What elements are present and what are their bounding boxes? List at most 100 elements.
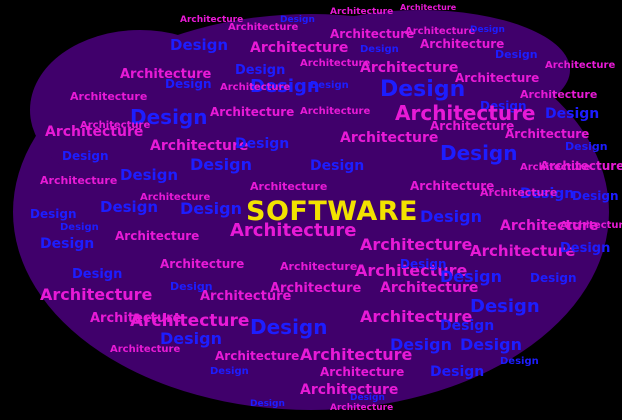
word-architecture: Architecture (395, 101, 536, 125)
word-design: Design (350, 393, 385, 403)
word-architecture: Architecture (545, 60, 615, 71)
word-architecture: Architecture (200, 289, 292, 304)
word-architecture: Architecture (300, 382, 398, 398)
word-design: Design (250, 76, 320, 97)
word-architecture: Architecture (455, 71, 539, 85)
word-architecture: Architecture (540, 159, 622, 173)
word-design: Design (545, 106, 599, 122)
word-architecture: Architecture (330, 7, 393, 17)
word-design: Design (470, 296, 540, 317)
word-architecture: Architecture (330, 27, 414, 41)
word-design: Design (470, 25, 505, 35)
cloud-shape-bump-top (270, 10, 570, 130)
word-design: Design (210, 366, 249, 377)
word-design: Design (165, 77, 212, 91)
word-design: Design (250, 315, 327, 339)
word-design: Design (495, 48, 538, 61)
word-architecture: Architecture (470, 242, 575, 260)
word-design: Design (100, 198, 158, 216)
word-design: Design (190, 155, 252, 174)
word-design: Design (180, 199, 242, 218)
word-design: Design (310, 80, 349, 91)
word-design: Design (565, 140, 608, 153)
word-architecture: Architecture (360, 60, 458, 76)
word-design: Design (520, 186, 574, 202)
word-design: Design (62, 149, 109, 163)
word-architecture: Architecture (270, 281, 362, 296)
word-design: Design (480, 99, 527, 113)
word-architecture: Architecture (280, 260, 357, 273)
word-architecture: Architecture (320, 365, 404, 379)
word-architecture: Architecture (160, 257, 244, 271)
word-architecture: Architecture (330, 403, 393, 413)
word-architecture: Architecture (45, 124, 143, 140)
word-design: Design (440, 318, 494, 334)
word-architecture: Architecture (400, 3, 457, 12)
word-architecture: Architecture (90, 311, 182, 326)
word-design: Design (250, 399, 285, 409)
word-design: Design (40, 236, 94, 252)
word-architecture: Architecture (355, 261, 468, 280)
word-architecture: Architecture (405, 26, 475, 37)
word-architecture: Architecture (140, 192, 210, 203)
word-architecture: Architecture (300, 58, 370, 69)
center-word: SOFTWARE (246, 196, 418, 227)
word-architecture: Architecture (360, 235, 473, 254)
word-design: Design (572, 189, 619, 203)
word-architecture: Architecture (505, 127, 589, 141)
word-architecture: Architecture (300, 345, 413, 364)
word-architecture: Architecture (410, 179, 494, 193)
word-architecture: Architecture (228, 22, 298, 33)
word-architecture: Architecture (300, 106, 370, 117)
word-design: Design (430, 364, 484, 380)
word-design: Design (160, 329, 222, 348)
cloud-shape-bump-left (30, 30, 250, 190)
word-design: Design (500, 356, 539, 367)
word-architecture: Architecture (150, 138, 248, 154)
word-architecture: Architecture (80, 120, 150, 131)
word-design: Design (400, 257, 447, 271)
word-architecture: Architecture (120, 67, 212, 82)
word-architecture: Architecture (480, 186, 557, 199)
word-design: Design (235, 63, 285, 78)
word-design: Design (440, 141, 517, 165)
word-architecture: Architecture (115, 229, 199, 243)
word-architecture: Architecture (340, 130, 438, 146)
word-architecture: Architecture (250, 40, 348, 56)
word-architecture: Architecture (360, 307, 473, 326)
word-architecture: Architecture (230, 220, 356, 241)
word-architecture: Architecture (250, 180, 327, 193)
word-design: Design (280, 15, 315, 25)
word-design: Design (170, 280, 213, 293)
word-design: Design (380, 77, 465, 102)
word-architecture: Architecture (70, 90, 147, 103)
word-design: Design (235, 136, 289, 152)
word-architecture: Architecture (40, 174, 117, 187)
word-architecture: Architecture (520, 162, 590, 173)
word-architecture: Architecture (130, 311, 249, 331)
word-architecture: Architecture (220, 82, 290, 93)
word-architecture: Architecture (215, 349, 299, 363)
word-architecture: Architecture (40, 285, 153, 304)
word-architecture: Architecture (500, 218, 598, 234)
word-architecture: Architecture (560, 220, 622, 231)
word-design: Design (130, 105, 207, 129)
word-design: Design (390, 335, 452, 354)
word-architecture: Architecture (180, 15, 243, 25)
word-design: Design (360, 44, 399, 55)
word-architecture: Architecture (210, 105, 294, 119)
word-design: Design (60, 222, 99, 233)
word-design: Design (530, 271, 577, 285)
word-design: Design (420, 207, 482, 226)
word-design: Design (120, 166, 178, 184)
word-architecture: Architecture (380, 280, 478, 296)
word-architecture: Architecture (110, 344, 180, 355)
word-architecture: Architecture (420, 37, 504, 51)
word-design: Design (310, 158, 364, 174)
word-design: Design (72, 267, 122, 282)
word-design: Design (170, 36, 228, 54)
cloud-words: Architecture ArchitectureArchitectureArch… (30, 3, 622, 413)
word-design: Design (560, 241, 610, 256)
